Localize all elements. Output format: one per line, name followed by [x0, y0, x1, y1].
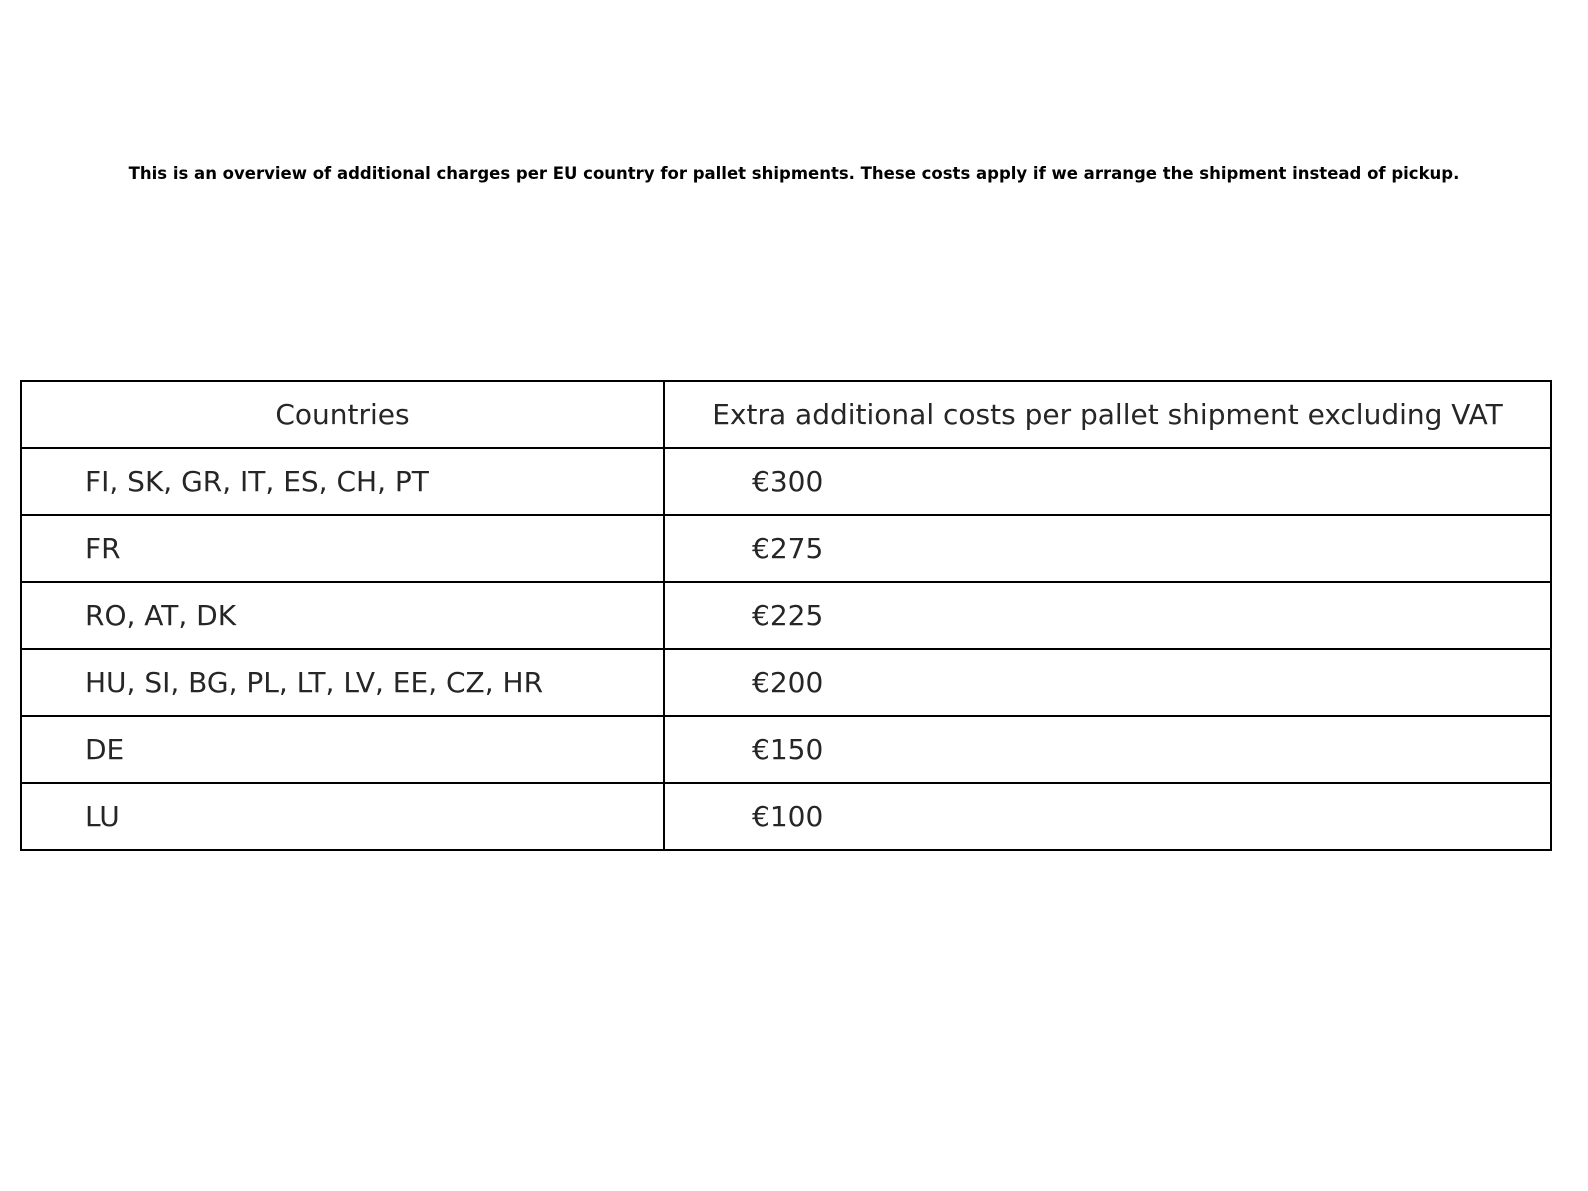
pallet-charges-table: Countries Extra additional costs per pal… — [20, 380, 1552, 851]
column-header-extra-costs: Extra additional costs per pallet shipme… — [663, 380, 1552, 449]
cost-cell: €275 — [663, 514, 1552, 583]
cost-cell: €300 — [663, 447, 1552, 516]
table-row: DE €150 — [20, 715, 1552, 784]
countries-cell: RO, AT, DK — [20, 581, 665, 650]
table-row: FI, SK, GR, IT, ES, CH, PT €300 — [20, 447, 1552, 516]
table-row: FR €275 — [20, 514, 1552, 583]
table-row: HU, SI, BG, PL, LT, LV, EE, CZ, HR €200 — [20, 648, 1552, 717]
countries-cell: FR — [20, 514, 665, 583]
countries-cell: FI, SK, GR, IT, ES, CH, PT — [20, 447, 665, 516]
countries-cell: LU — [20, 782, 665, 851]
column-header-countries: Countries — [20, 380, 665, 449]
countries-cell: HU, SI, BG, PL, LT, LV, EE, CZ, HR — [20, 648, 665, 717]
cost-cell: €100 — [663, 782, 1552, 851]
cost-cell: €225 — [663, 581, 1552, 650]
cost-cell: €200 — [663, 648, 1552, 717]
countries-cell: DE — [20, 715, 665, 784]
table-header-row: Countries Extra additional costs per pal… — [20, 380, 1552, 449]
table-row: LU €100 — [20, 782, 1552, 851]
table-row: RO, AT, DK €225 — [20, 581, 1552, 650]
cost-cell: €150 — [663, 715, 1552, 784]
chart-title: This is an overview of additional charge… — [128, 164, 1460, 183]
